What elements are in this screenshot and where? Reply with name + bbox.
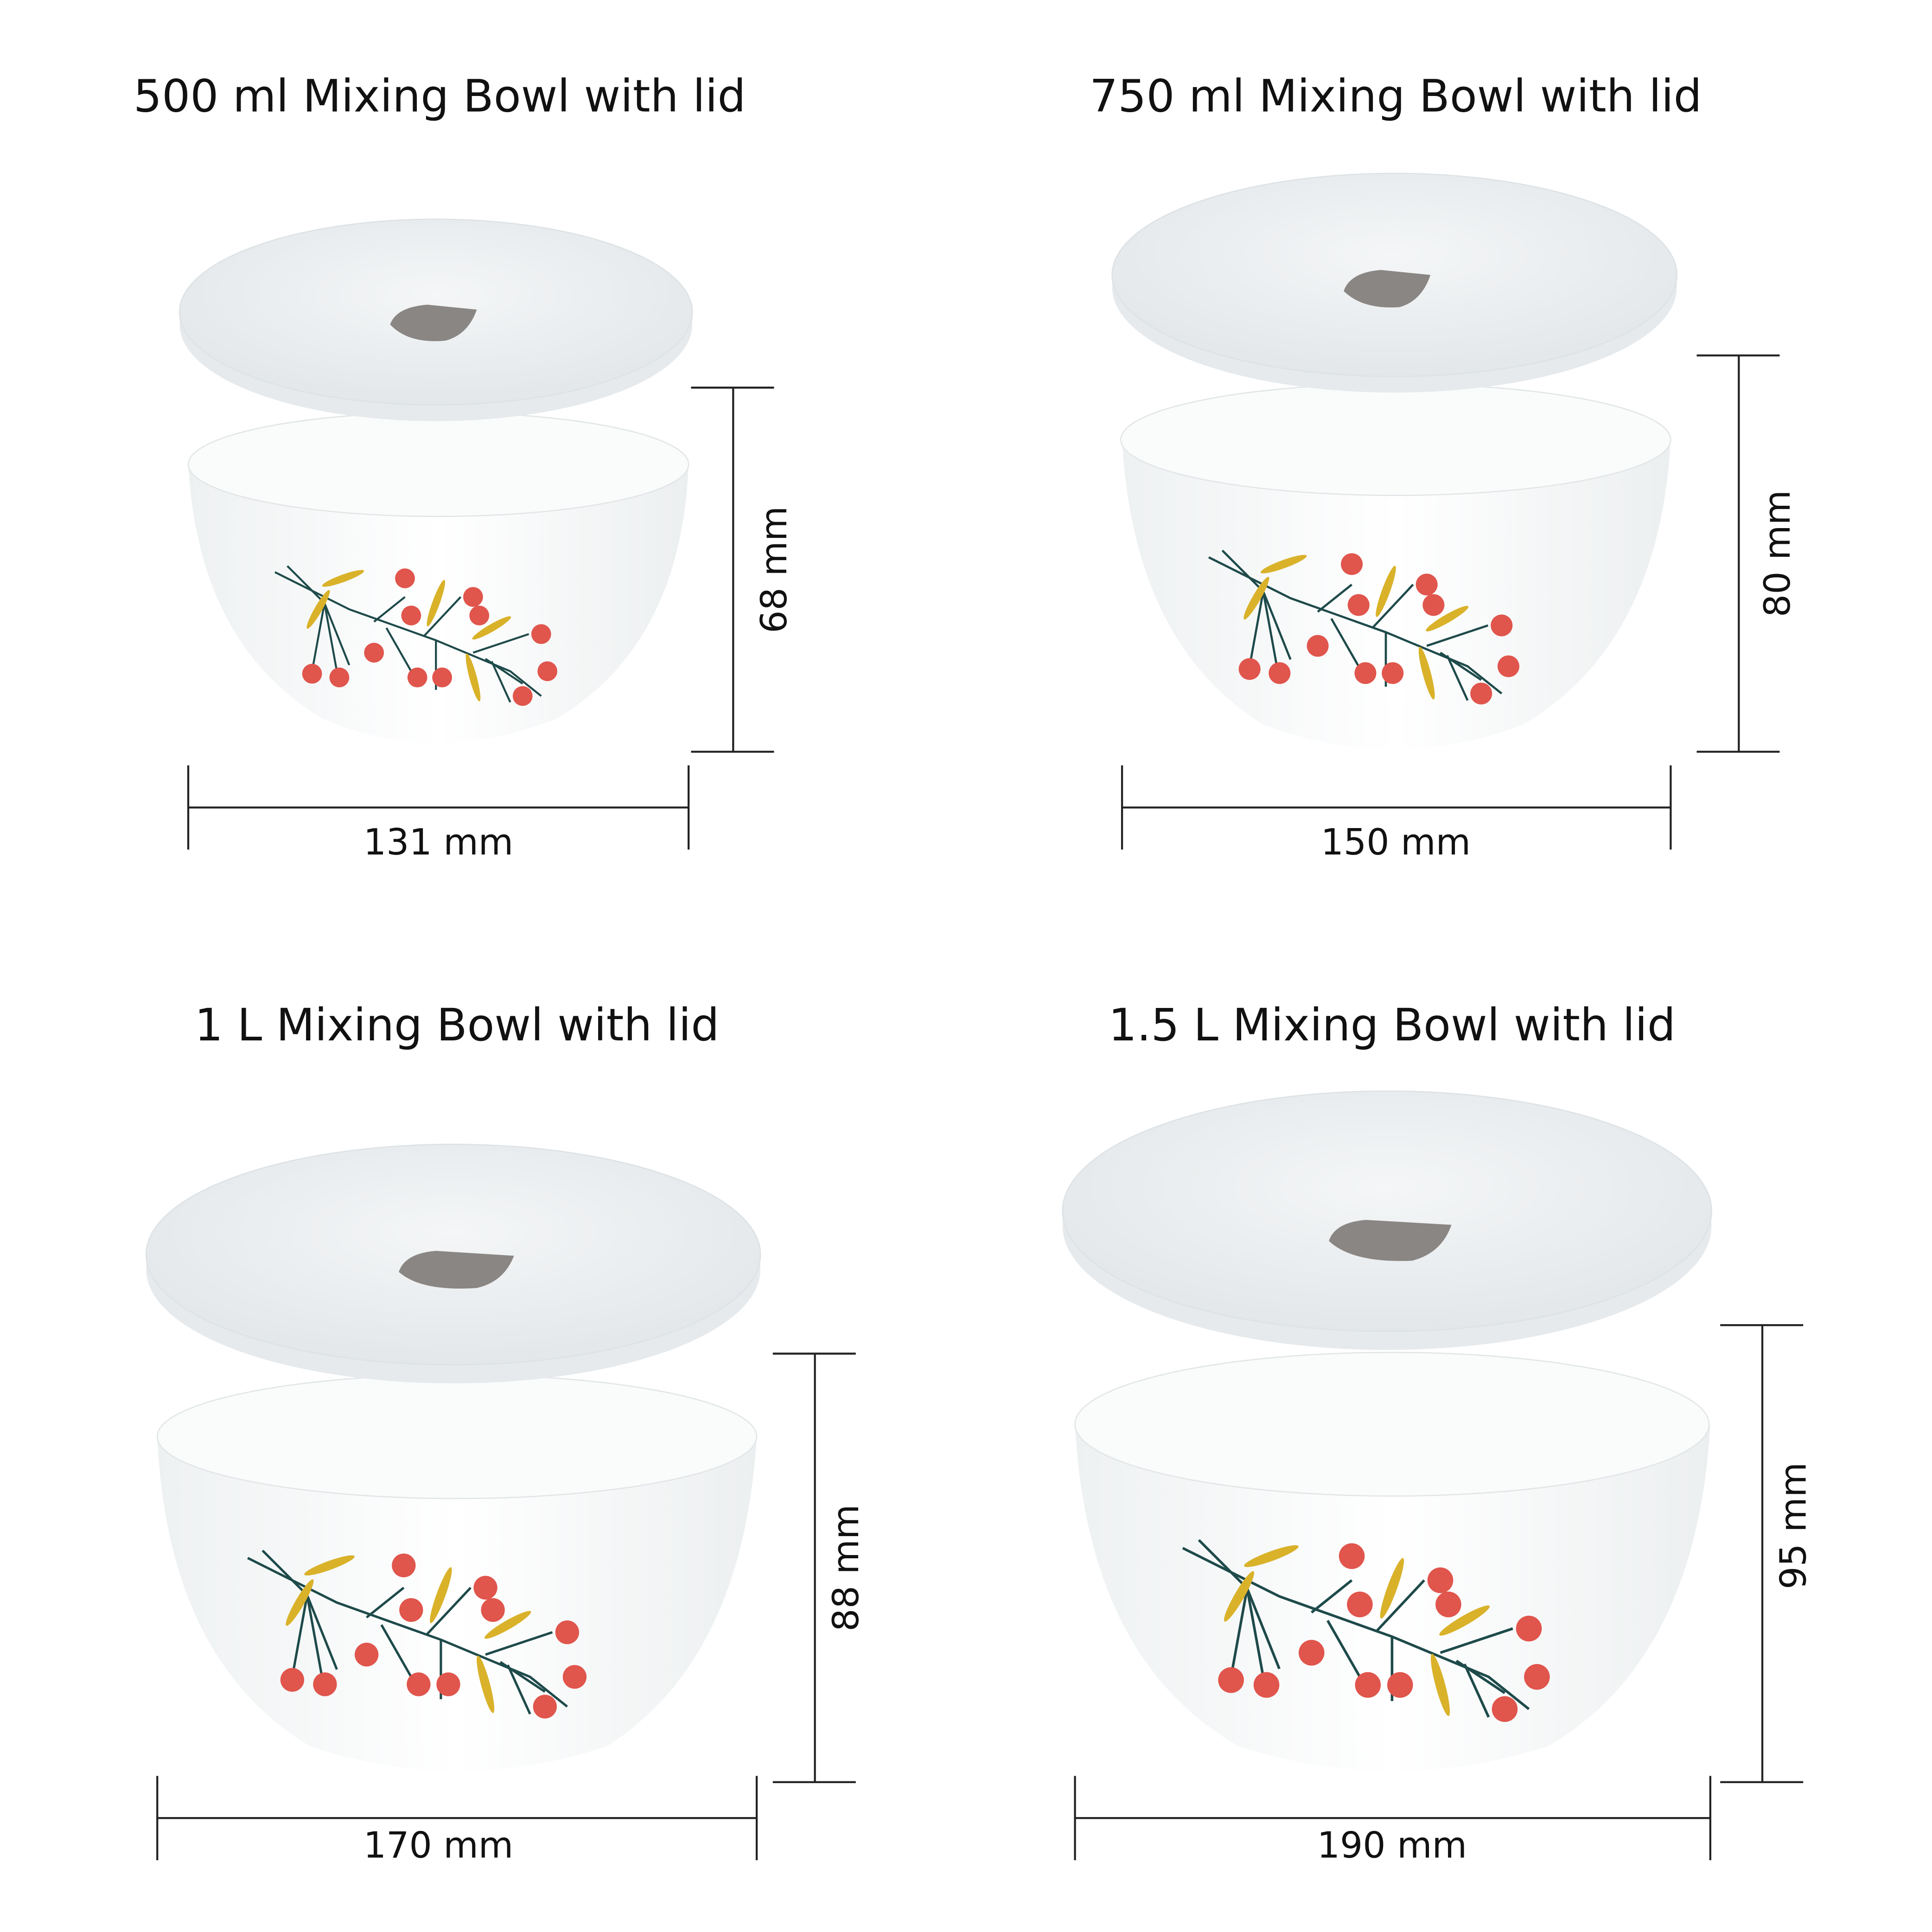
height-dimension: 68 mm xyxy=(691,386,795,753)
bowl-rim xyxy=(1074,1352,1710,1497)
height-label: 88 mm xyxy=(825,1505,867,1632)
lid xyxy=(1062,1090,1712,1332)
product-1_5l: 1.5 L Mixing Bowl with lid 95 mm 190 mm xyxy=(1062,999,1815,1867)
product-750ml: 750 ml Mixing Bowl with lid 80 mm 150 mm xyxy=(1090,70,1798,863)
product-title: 1 L Mixing Bowl with lid xyxy=(195,999,719,1051)
bowl-rim xyxy=(1120,383,1671,496)
product-title: 1.5 L Mixing Bowl with lid xyxy=(1109,999,1676,1051)
height-dimension: 80 mm xyxy=(1696,354,1798,753)
product-500ml: 500 ml Mixing Bowl with lid 68 mm 131 mm xyxy=(134,70,795,863)
width-dimension: 170 mm xyxy=(156,1776,758,1867)
width-label: 190 mm xyxy=(1317,1825,1467,1867)
product-title: 500 ml Mixing Bowl with lid xyxy=(134,70,746,122)
lid-knob xyxy=(1344,270,1431,308)
bowl-rim xyxy=(156,1374,758,1499)
width-dimension: 190 mm xyxy=(1074,1776,1712,1867)
bowl-rim xyxy=(187,412,689,517)
lid-knob xyxy=(390,305,477,341)
lid-knob xyxy=(1329,1220,1452,1261)
lid-knob xyxy=(399,1250,514,1289)
height-dimension: 88 mm xyxy=(772,1352,867,1783)
product-1l: 1 L Mixing Bowl with lid 88 mm 170 mm xyxy=(145,999,867,1867)
height-label: 95 mm xyxy=(1773,1462,1815,1589)
height-label: 68 mm xyxy=(753,506,795,633)
width-label: 131 mm xyxy=(363,822,513,863)
height-dimension: 95 mm xyxy=(1720,1324,1815,1783)
width-label: 170 mm xyxy=(363,1825,513,1867)
product-title: 750 ml Mixing Bowl with lid xyxy=(1090,70,1702,122)
height-label: 80 mm xyxy=(1757,490,1798,617)
width-dimension: 150 mm xyxy=(1121,765,1672,863)
width-label: 150 mm xyxy=(1321,822,1471,863)
width-dimension: 131 mm xyxy=(187,765,690,863)
